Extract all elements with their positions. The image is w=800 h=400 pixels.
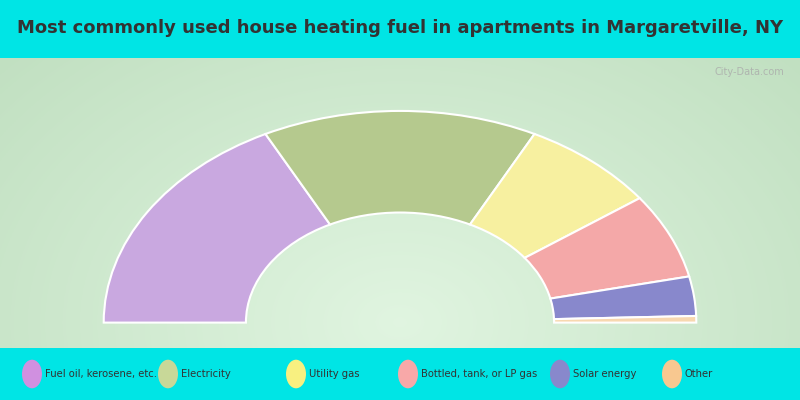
- Ellipse shape: [398, 360, 418, 388]
- Ellipse shape: [662, 360, 682, 388]
- Ellipse shape: [286, 360, 306, 388]
- Text: City-Data.com: City-Data.com: [714, 67, 784, 77]
- Wedge shape: [266, 111, 534, 224]
- Ellipse shape: [158, 360, 178, 388]
- Text: Most commonly used house heating fuel in apartments in Margaretville, NY: Most commonly used house heating fuel in…: [17, 19, 783, 37]
- Wedge shape: [470, 134, 640, 258]
- Ellipse shape: [22, 360, 42, 388]
- Ellipse shape: [550, 360, 570, 388]
- Wedge shape: [104, 134, 330, 322]
- Text: Electricity: Electricity: [181, 369, 230, 379]
- Wedge shape: [554, 316, 696, 322]
- Text: Fuel oil, kerosene, etc.: Fuel oil, kerosene, etc.: [45, 369, 157, 379]
- Text: Utility gas: Utility gas: [309, 369, 359, 379]
- Text: Other: Other: [685, 369, 713, 379]
- Wedge shape: [550, 276, 696, 319]
- Text: Bottled, tank, or LP gas: Bottled, tank, or LP gas: [421, 369, 537, 379]
- Text: Solar energy: Solar energy: [573, 369, 636, 379]
- Wedge shape: [525, 198, 689, 298]
